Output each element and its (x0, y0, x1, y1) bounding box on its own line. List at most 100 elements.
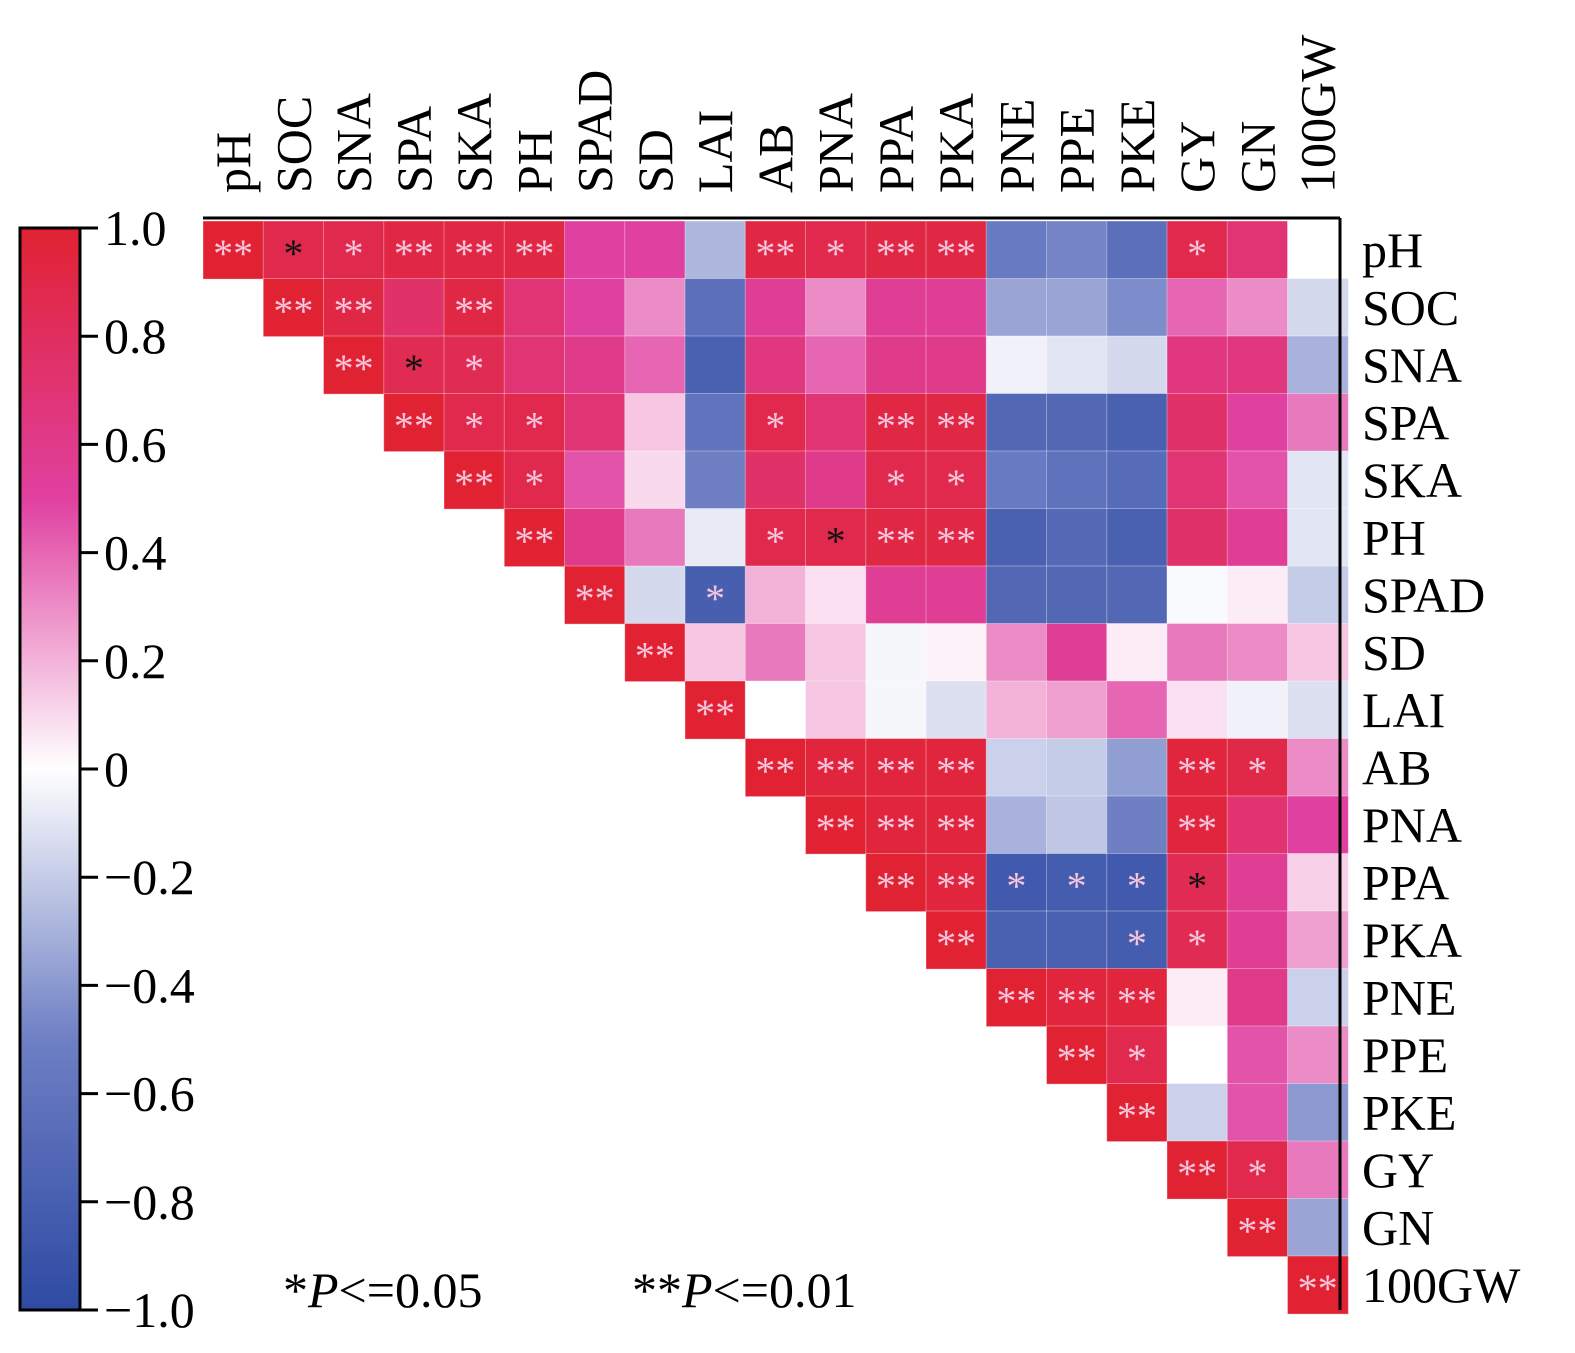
significance-marker: * (1187, 921, 1207, 966)
heatmap-cell (1046, 450, 1108, 510)
heatmap-cell (1046, 220, 1108, 280)
significance-marker: * (464, 403, 484, 448)
heatmap-cell (1046, 623, 1108, 683)
column-label: pH (205, 132, 261, 193)
significance-marker: * (1187, 231, 1207, 276)
significance-marker: * (1006, 863, 1026, 908)
significance-marker: ** (454, 231, 494, 276)
significance-marker: ** (755, 231, 795, 276)
heatmap-cell (1226, 910, 1289, 970)
row-labels: pHSOCSNASPASKAPHSPADSDLAIABPNAPPAPKAPNEP… (1362, 222, 1521, 1313)
heatmap-cell (202, 220, 265, 280)
heatmap-cell (1287, 278, 1349, 338)
significance-marker: ** (876, 748, 916, 793)
heatmap-cell (684, 335, 747, 395)
heatmap-cell (624, 278, 687, 338)
column-label: SOC (265, 96, 321, 193)
heatmap-cell (564, 278, 626, 338)
colorbar-fill (18, 226, 82, 1312)
heatmap-cell (1287, 795, 1349, 855)
heatmap-cell (262, 278, 325, 338)
column-label: GY (1169, 121, 1225, 193)
heatmap-cell (985, 623, 1048, 683)
heatmap-cell (744, 623, 807, 683)
heatmap-cell (985, 393, 1048, 453)
significance-marker: * (1247, 1151, 1267, 1196)
heatmap-cell (1287, 853, 1349, 913)
heatmap-cell (1166, 1083, 1229, 1143)
significance-marker: ** (755, 748, 795, 793)
heatmap-cell (383, 220, 446, 280)
heatmap-cell (1106, 393, 1169, 453)
legend-p05-stars: * (283, 1262, 308, 1318)
significance-marker: ** (936, 806, 976, 851)
heatmap-cell (925, 623, 988, 683)
row-label: GY (1362, 1142, 1434, 1198)
heatmap-cell (1166, 335, 1229, 395)
row-label: PKA (1362, 912, 1462, 968)
heatmap-cell (1166, 508, 1229, 568)
heatmap-cell (624, 335, 687, 395)
heatmap-cell (323, 278, 385, 338)
heatmap-cells (202, 220, 1349, 1315)
heatmap-cell (1166, 623, 1229, 683)
heatmap-cell (1226, 508, 1289, 568)
heatmap-cell (443, 278, 506, 338)
colorbar-tick-label: 0 (104, 741, 129, 797)
heatmap-cell (1106, 910, 1169, 970)
heatmap-cell (684, 508, 747, 568)
significance-marker: * (1127, 863, 1147, 908)
heatmap-cell (1226, 623, 1289, 683)
column-label: 100GW (1290, 34, 1346, 193)
heatmap-cell (865, 795, 928, 855)
heatmap-cell (443, 220, 506, 280)
heatmap-cell (1106, 1025, 1169, 1085)
column-label: PKE (1109, 99, 1165, 193)
heatmap-cell (865, 853, 928, 913)
heatmap-cell (1166, 1140, 1229, 1200)
heatmap-cell (805, 450, 867, 510)
row-label: SD (1362, 624, 1426, 680)
significance-marker: * (404, 346, 424, 391)
significance-marker: * (283, 231, 303, 276)
heatmap-cell (1046, 508, 1108, 568)
heatmap-cell (1226, 220, 1289, 280)
heatmap-cell (1226, 853, 1289, 913)
heatmap-cell (503, 508, 566, 568)
legend-p01-p: P (681, 1262, 713, 1318)
heatmap-cell (1166, 968, 1229, 1028)
heatmap-cell (744, 335, 807, 395)
heatmap-cell (1046, 910, 1108, 970)
column-label: PPE (1049, 107, 1105, 193)
significance-marker: * (464, 346, 484, 391)
heatmap-cell (1106, 335, 1169, 395)
heatmap-cell (1046, 565, 1108, 625)
heatmap-cell (744, 220, 807, 280)
significance-markers: ** * * ** ** ** ** * ** ** *** ** **** * *** * * * ** **** *… (213, 231, 1338, 1311)
heatmap-cell (805, 278, 867, 338)
heatmap-cell (805, 393, 867, 453)
heatmap-cell (985, 910, 1048, 970)
heatmap-cell (564, 220, 626, 280)
heatmap-cell (383, 393, 446, 453)
legend-p05: *P<=0.05 (283, 1262, 482, 1318)
column-label: PNE (988, 99, 1044, 193)
heatmap-cell (1287, 1025, 1349, 1085)
heatmap-cell (805, 220, 867, 280)
heatmap-cell (865, 508, 928, 568)
heatmap-cell (1106, 220, 1169, 280)
heatmap-cell (624, 220, 687, 280)
heatmap-cell (985, 680, 1048, 740)
heatmap-cell (865, 450, 928, 510)
heatmap-cell (744, 738, 807, 798)
colorbar-tick-label: 0.6 (104, 416, 167, 472)
significance-marker: ** (936, 518, 976, 563)
heatmap-cell (684, 278, 747, 338)
significance-marker: * (765, 518, 785, 563)
heatmap-cell (624, 393, 687, 453)
significance-marker: ** (876, 806, 916, 851)
heatmap-cell (1287, 680, 1349, 740)
heatmap-cell (744, 278, 807, 338)
heatmap-cell (1166, 393, 1229, 453)
